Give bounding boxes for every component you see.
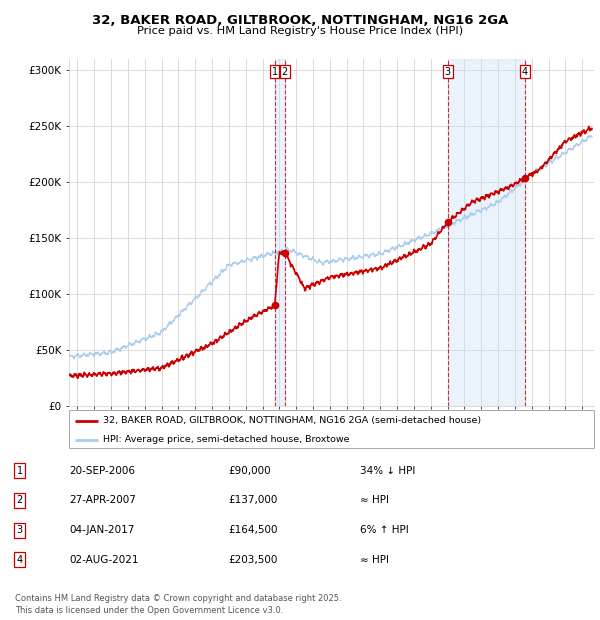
Text: 4: 4 [17, 555, 23, 565]
Text: Price paid vs. HM Land Registry's House Price Index (HPI): Price paid vs. HM Land Registry's House … [137, 26, 463, 36]
Text: Contains HM Land Registry data © Crown copyright and database right 2025.
This d: Contains HM Land Registry data © Crown c… [15, 594, 341, 615]
Text: ≈ HPI: ≈ HPI [360, 495, 389, 505]
Text: 1: 1 [272, 66, 278, 76]
Text: 2: 2 [281, 66, 288, 76]
Text: £203,500: £203,500 [228, 555, 277, 565]
FancyBboxPatch shape [69, 410, 594, 448]
Text: 02-AUG-2021: 02-AUG-2021 [69, 555, 139, 565]
Text: HPI: Average price, semi-detached house, Broxtowe: HPI: Average price, semi-detached house,… [103, 435, 350, 445]
Text: 3: 3 [17, 525, 23, 535]
Text: 20-SEP-2006: 20-SEP-2006 [69, 466, 135, 476]
Text: 1: 1 [17, 466, 23, 476]
Text: 3: 3 [445, 66, 451, 76]
Text: £137,000: £137,000 [228, 495, 277, 505]
Text: 4: 4 [522, 66, 528, 76]
Text: ≈ HPI: ≈ HPI [360, 555, 389, 565]
Text: 2: 2 [17, 495, 23, 505]
Text: 04-JAN-2017: 04-JAN-2017 [69, 525, 134, 535]
Text: 34% ↓ HPI: 34% ↓ HPI [360, 466, 415, 476]
Bar [448, 59, 525, 406]
Bar [275, 59, 285, 406]
Text: £164,500: £164,500 [228, 525, 277, 535]
Text: 32, BAKER ROAD, GILTBROOK, NOTTINGHAM, NG16 2GA: 32, BAKER ROAD, GILTBROOK, NOTTINGHAM, N… [92, 14, 508, 27]
Text: 6% ↑ HPI: 6% ↑ HPI [360, 525, 409, 535]
Text: £90,000: £90,000 [228, 466, 271, 476]
Text: 27-APR-2007: 27-APR-2007 [69, 495, 136, 505]
Text: 32, BAKER ROAD, GILTBROOK, NOTTINGHAM, NG16 2GA (semi-detached house): 32, BAKER ROAD, GILTBROOK, NOTTINGHAM, N… [103, 416, 481, 425]
